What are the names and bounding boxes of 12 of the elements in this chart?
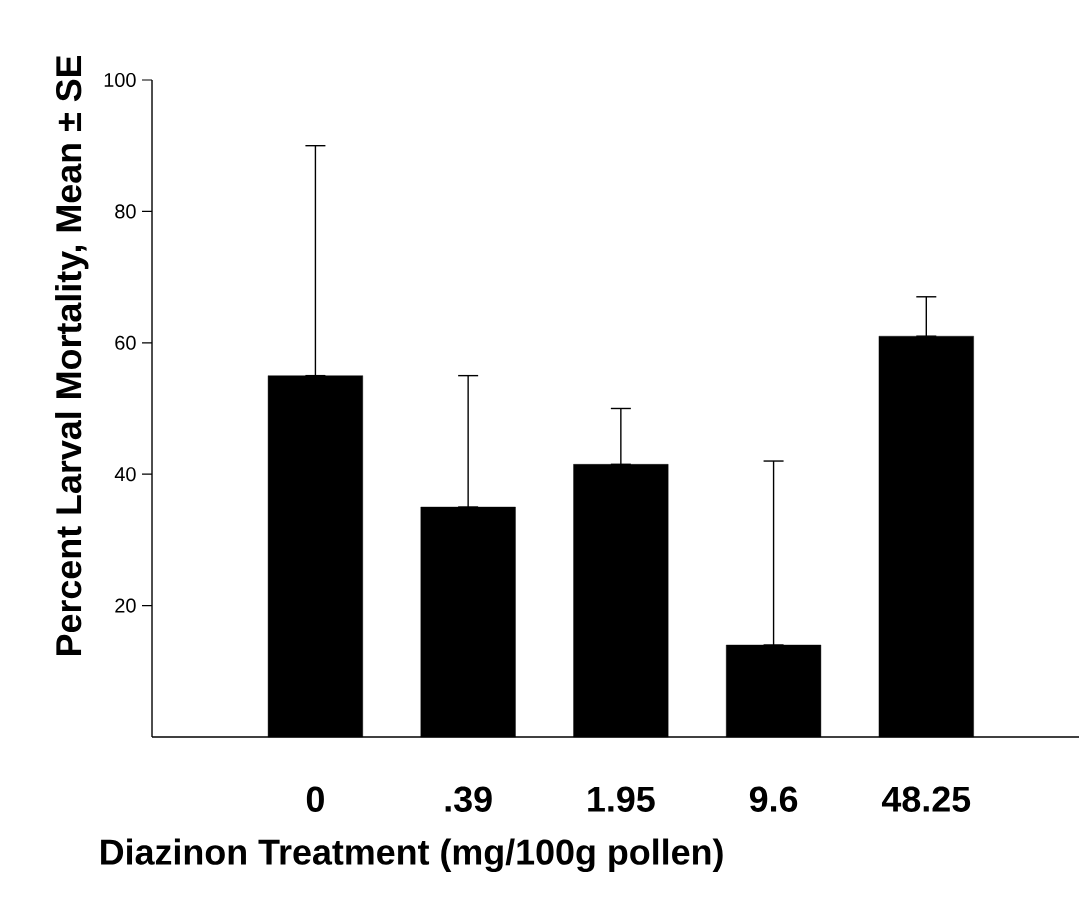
y-tick-label: 20 (115, 598, 136, 613)
x-tick-label: 9.6 (749, 786, 798, 812)
y-tick-label: 60 (115, 335, 136, 350)
x-tick-label: 0 (306, 786, 324, 812)
x-tick-label: 1.95 (588, 786, 655, 812)
x-axis-title: Diazinon Treatment (mg/100g pollen) (101, 838, 723, 873)
y-axis-title: Percent Larval Mortality, Mean ± SE (55, 55, 89, 656)
x-tick-label: 48.25 (881, 786, 971, 812)
x-tick-label: .39 (445, 786, 492, 812)
y-tick-label: 100 (104, 72, 136, 88)
y-tick-label: 80 (115, 204, 136, 219)
y-tick-label: 40 (114, 467, 136, 482)
